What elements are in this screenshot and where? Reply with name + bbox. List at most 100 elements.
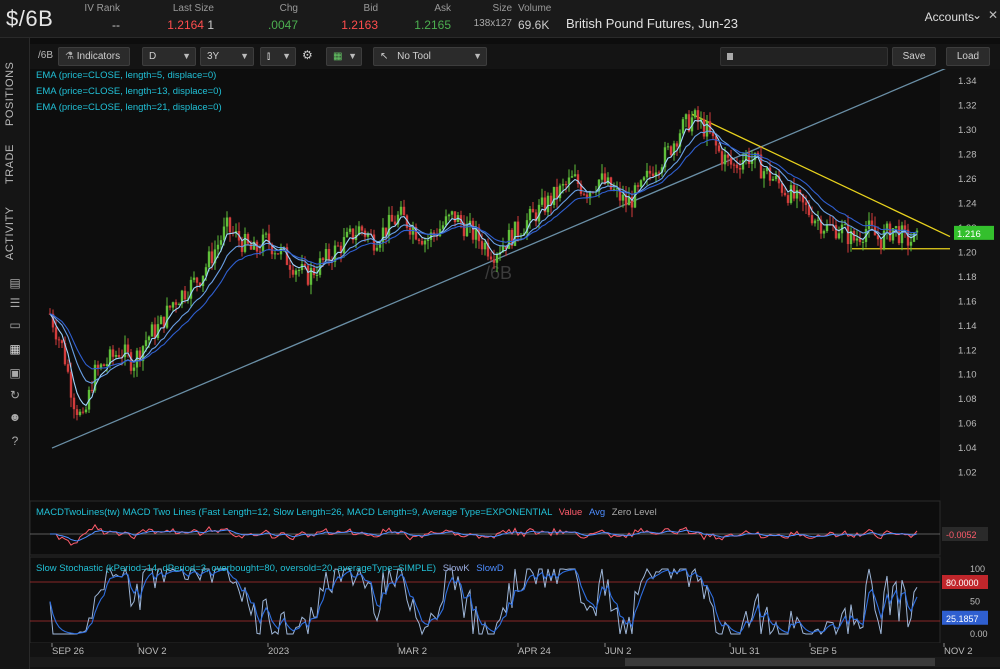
gear-icon[interactable]: ⚙ [300,47,318,66]
candle-body [112,349,114,356]
candle-body [73,398,75,409]
candle-body [118,355,120,357]
candle-body [697,110,699,122]
aggregation-value: D [149,51,156,62]
list-icon[interactable]: ☰ [8,296,22,310]
candle-body [718,146,720,152]
candle-body [172,302,174,307]
candle-body [910,242,912,246]
quote-bar: $/6B IV Rank -- Last Size 1.2164 1 Chg .… [0,0,1000,38]
candle-body [445,216,447,225]
aggregation-select[interactable]: D ▼ [142,47,196,66]
candle-body [127,345,129,353]
accounts-menu[interactable]: Accounts [925,10,974,24]
candle-body [193,278,195,280]
candle-body [61,340,63,343]
candle-body [175,302,177,305]
price-tick-label: 1.24 [958,199,977,210]
candle-body [70,372,72,398]
last-value: 1.2164 [167,18,204,32]
period-select[interactable]: 3Y ▼ [200,47,254,66]
chevron-down-icon[interactable]: ⌄ [972,8,982,22]
candle-body [274,253,276,254]
candle-body [160,317,162,324]
candle-body [481,241,483,249]
candle-body [58,339,60,340]
candles-icon: ⫾ [267,51,270,62]
ema13-label: EMA (price=CLOSE, length=13, displace=0) [36,86,222,97]
bid: Bid 1.2163 [320,3,378,32]
candle-body [889,224,891,241]
price-chart[interactable]: 1.341.321.301.281.261.241.221.201.181.16… [30,69,1000,669]
candle-body [418,239,420,241]
candle-body [85,410,87,413]
candle-body [670,146,672,155]
candle-body [304,264,306,265]
candle-body [265,234,267,235]
load-button[interactable]: Load [946,47,990,66]
refresh-icon[interactable]: ↻ [8,388,22,402]
stoch-axis-label: 50 [970,597,980,607]
candle-body [571,176,573,177]
size-label: Size [493,3,512,14]
candle-body [247,234,249,244]
last-size-value: 1 [207,18,214,32]
candle-body [730,158,732,165]
drawing-tool-select[interactable]: ↖ No Tool ▼ [373,47,487,66]
candle-body [292,270,294,275]
candle-body [652,174,654,177]
candle-body [517,222,519,236]
help-icon[interactable]: ? [8,434,22,448]
candle-body [640,180,642,187]
candle-body [733,165,735,166]
macd-zero-label: Zero Level [612,507,657,518]
candle-body [901,225,903,243]
candle-body [454,211,456,222]
indicators-button[interactable]: ⚗ Indicators [58,47,130,66]
ema21-label: EMA (price=CLOSE, length=21, displace=0) [36,102,222,113]
candle-body [250,244,252,250]
candle-body [115,355,117,357]
tab-activity[interactable]: ACTIVITY [4,204,26,262]
chart-toolbar: /6B ⚗ Indicators D ▼ 3Y ▼ ⫾ ▼ ⚙ ▦ ▼ ↖ No… [30,44,1000,69]
toolbar-symbol[interactable]: /6B [32,47,58,66]
grid-icon[interactable]: ▣ [8,366,22,380]
save-button[interactable]: Save [892,47,936,66]
chart-area[interactable]: 1.341.321.301.281.261.241.221.201.181.16… [30,69,1000,669]
grid-layout-icon: ▦ [333,51,342,62]
close-icon[interactable]: ✕ [988,8,998,22]
chart-icon[interactable]: ▦ [8,342,22,356]
last-size-label: Last Size [173,3,214,14]
candle-body [493,259,495,262]
candle-body [424,241,426,245]
candle-body [400,207,402,215]
candle-body [904,225,906,229]
candle-body [346,232,348,237]
candle-body [91,390,93,391]
macd-avg-label: Avg [589,507,605,518]
tab-trade[interactable]: TRADE [4,140,26,188]
clipboard-icon[interactable]: ▤ [8,276,22,290]
candle-body [217,245,219,250]
stoch-axis-label: 100 [970,564,985,574]
candle-body [568,178,570,185]
people-icon[interactable]: ☻ [8,410,22,424]
chart-style-select[interactable]: ⫾ ▼ [260,47,296,66]
candle-body [226,217,228,226]
indicators-icon: ⚗ [65,51,74,62]
candle-body [685,114,687,119]
candle-body [556,187,558,198]
tab-positions[interactable]: POSITIONS [4,60,26,128]
symbol-title[interactable]: $/6B [6,6,53,32]
candle-body [289,265,291,270]
chart-scroller[interactable] [720,47,888,66]
candle-body [529,209,531,220]
candle-body [103,364,105,366]
candle-body [811,215,813,223]
layout-select[interactable]: ▦ ▼ [326,47,362,66]
price-tick-label: 1.08 [958,394,977,405]
price-tick-label: 1.28 [958,150,977,161]
indicators-label: Indicators [77,51,120,62]
monitor-icon[interactable]: ▭ [8,318,22,332]
scroller-thumb[interactable] [727,53,733,60]
